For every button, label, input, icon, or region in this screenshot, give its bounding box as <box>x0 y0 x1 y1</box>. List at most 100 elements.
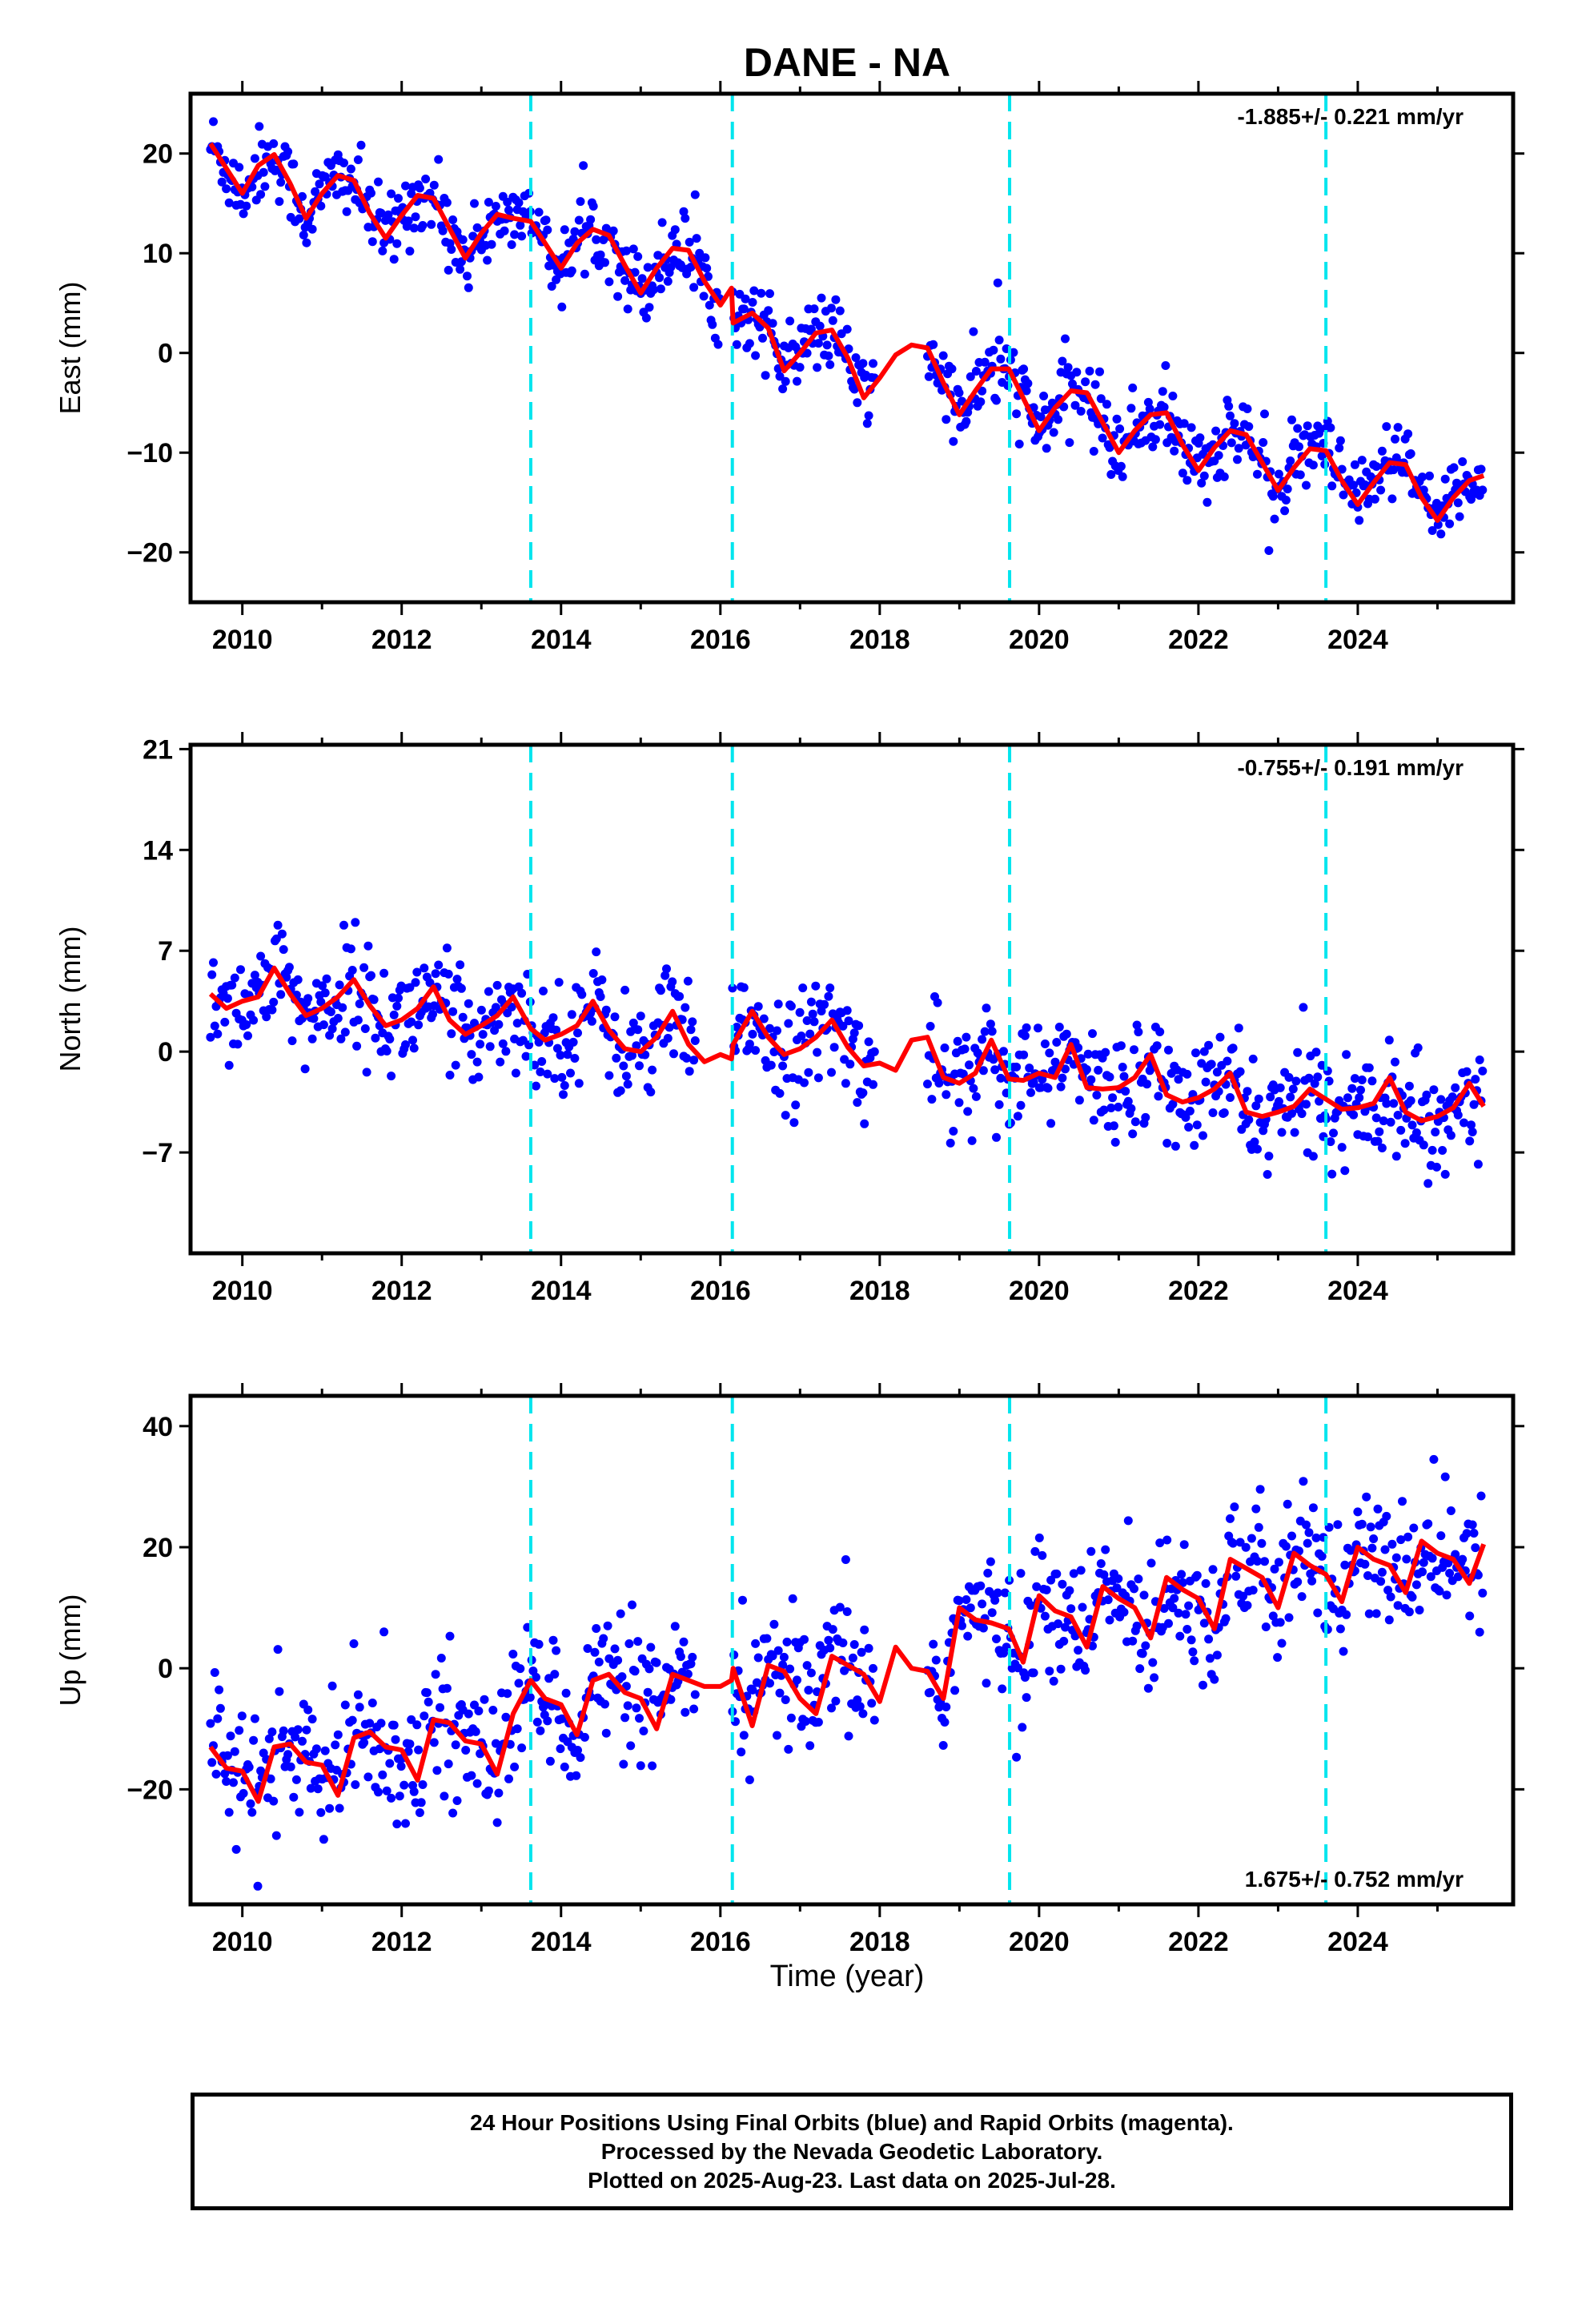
data-point <box>267 1727 277 1737</box>
data-point <box>464 999 473 1008</box>
data-point <box>813 339 823 348</box>
data-point <box>1045 1667 1054 1676</box>
data-point <box>1366 1522 1375 1532</box>
data-point <box>1039 392 1049 400</box>
x-tick-label: 2016 <box>690 625 751 655</box>
data-point <box>966 1603 975 1613</box>
data-point <box>566 1068 575 1078</box>
data-point <box>1177 1570 1186 1579</box>
data-point <box>688 1017 697 1027</box>
data-point <box>289 1792 299 1802</box>
data-point <box>1042 444 1051 453</box>
data-point <box>954 1596 964 1606</box>
data-point <box>532 1672 540 1682</box>
data-point <box>628 1600 636 1610</box>
data-point <box>773 999 783 1009</box>
data-point <box>690 190 700 199</box>
data-point <box>1231 1571 1241 1581</box>
data-point <box>1377 446 1387 456</box>
data-point <box>279 1726 288 1735</box>
data-point <box>600 1699 609 1709</box>
data-point <box>753 1653 763 1663</box>
data-point <box>788 1594 797 1603</box>
data-point <box>827 304 836 313</box>
data-point <box>978 1035 987 1044</box>
data-point <box>1204 1040 1214 1050</box>
data-point <box>831 295 841 304</box>
data-point <box>679 1637 689 1647</box>
data-point <box>603 1621 612 1630</box>
data-point <box>942 415 951 424</box>
data-point <box>1221 1614 1231 1623</box>
data-point <box>534 1639 544 1649</box>
data-point <box>1440 1472 1450 1482</box>
data-point <box>1022 1023 1031 1032</box>
data-point <box>781 376 790 386</box>
data-point <box>938 1741 948 1750</box>
data-point <box>276 990 286 999</box>
data-point <box>220 1769 230 1779</box>
data-point <box>213 1714 223 1723</box>
data-point <box>1293 1047 1303 1057</box>
data-point <box>474 1072 484 1082</box>
data-point <box>683 1669 693 1679</box>
data-point <box>378 246 387 255</box>
data-point <box>946 1138 955 1148</box>
data-point <box>738 1595 747 1605</box>
data-point <box>271 1831 281 1840</box>
data-point <box>346 164 355 174</box>
data-point <box>378 1770 387 1779</box>
data-point <box>224 1807 234 1817</box>
data-point <box>557 1714 567 1723</box>
data-point <box>1418 472 1427 482</box>
data-point <box>1284 1613 1294 1622</box>
data-point <box>1066 1604 1076 1614</box>
data-point <box>211 1769 221 1779</box>
data-point <box>769 1619 779 1629</box>
data-point <box>1230 1502 1239 1512</box>
data-point <box>414 1020 424 1030</box>
data-point <box>1307 1576 1317 1586</box>
data-point <box>1317 1551 1327 1561</box>
data-point <box>438 226 448 235</box>
data-point <box>587 1016 596 1026</box>
data-point <box>1371 1609 1381 1618</box>
data-point <box>1123 1516 1133 1526</box>
data-point <box>633 1637 643 1647</box>
data-point <box>220 1017 230 1027</box>
data-point <box>987 1027 997 1036</box>
data-point <box>275 1687 284 1696</box>
data-point <box>309 1014 319 1023</box>
data-point <box>781 1111 790 1120</box>
data-point <box>1406 1096 1415 1105</box>
data-point <box>1162 1139 1172 1148</box>
data-point <box>1164 1045 1173 1055</box>
data-point <box>1455 512 1464 521</box>
data-point <box>751 351 761 360</box>
data-point <box>405 1739 415 1749</box>
footer-line-1: 24 Hour Positions Using Final Orbits (bl… <box>470 2109 1234 2135</box>
data-point <box>1377 1144 1387 1152</box>
data-point <box>333 1730 343 1739</box>
data-point <box>1154 1092 1163 1101</box>
data-point <box>1293 424 1303 433</box>
data-point <box>1419 1558 1428 1567</box>
data-point <box>858 1088 868 1098</box>
data-point <box>1404 1081 1414 1091</box>
data-point <box>869 1715 879 1725</box>
data-point <box>1040 1039 1050 1048</box>
data-point <box>1254 1522 1263 1532</box>
footer-caption-box: 24 Hour Positions Using Final Orbits (bl… <box>191 2093 1513 2210</box>
y-tick-label: 40 <box>143 1412 173 1442</box>
data-point <box>1134 1574 1143 1584</box>
x-tick-label: 2014 <box>531 1927 592 1957</box>
data-point <box>1181 1112 1191 1122</box>
data-point <box>385 1035 395 1043</box>
data-point <box>415 1808 424 1817</box>
data-point <box>869 1080 877 1089</box>
data-point <box>686 1025 696 1035</box>
data-point <box>588 202 598 211</box>
data-point <box>1373 1504 1383 1514</box>
data-point <box>464 1709 473 1719</box>
data-point <box>761 371 770 380</box>
